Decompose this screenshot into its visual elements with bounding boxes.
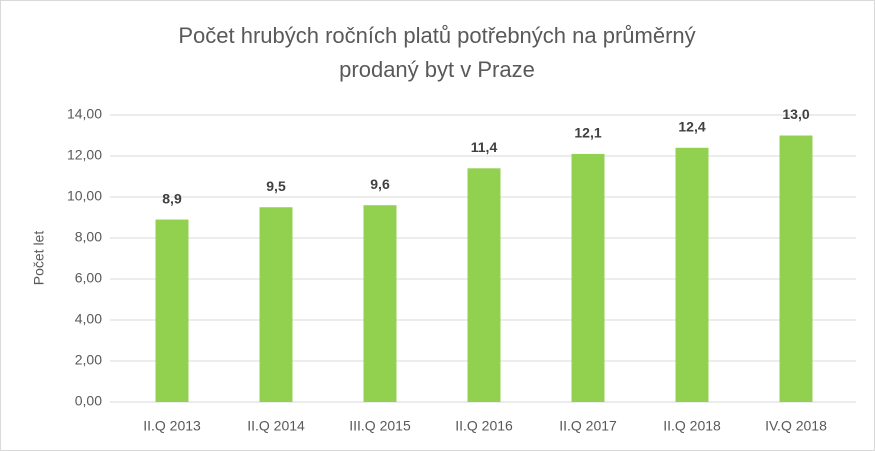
bar [571, 153, 605, 402]
value-label: 11,4 [471, 139, 498, 155]
y-tick-label: 4,00 [75, 311, 102, 327]
bar [467, 168, 501, 402]
value-label: 12,1 [574, 125, 601, 141]
y-tick-label: 10,00 [67, 188, 102, 204]
y-tick-label: 8,00 [75, 229, 102, 245]
x-tick-label: IV.Q 2018 [765, 418, 827, 434]
bar [363, 205, 397, 402]
bar [779, 135, 813, 402]
x-tick-label: II.Q 2013 [143, 418, 201, 434]
value-label: 9,5 [266, 178, 286, 194]
value-label: 12,4 [678, 119, 705, 135]
x-tick-label: II.Q 2016 [455, 418, 513, 434]
chart-title: prodaný byt v Praze [339, 57, 535, 82]
y-tick-label: 2,00 [75, 352, 102, 368]
bar [155, 219, 189, 402]
x-tick-label: III.Q 2015 [349, 418, 411, 434]
x-tick-label: II.Q 2017 [559, 418, 617, 434]
x-tick-label: II.Q 2014 [247, 418, 305, 434]
y-tick-label: 0,00 [75, 393, 102, 409]
chart-title: Počet hrubých ročních platů potřebných n… [178, 23, 695, 48]
x-tick-label: II.Q 2018 [663, 418, 721, 434]
value-label: 13,0 [782, 106, 809, 122]
bar [675, 147, 709, 402]
value-label: 9,6 [370, 176, 390, 192]
y-tick-label: 12,00 [67, 147, 102, 163]
bar [259, 207, 293, 402]
y-tick-label: 14,00 [67, 106, 102, 122]
y-tick-label: 6,00 [75, 270, 102, 286]
y-axis-label: Počet let [31, 231, 47, 286]
value-label: 8,9 [162, 190, 182, 206]
